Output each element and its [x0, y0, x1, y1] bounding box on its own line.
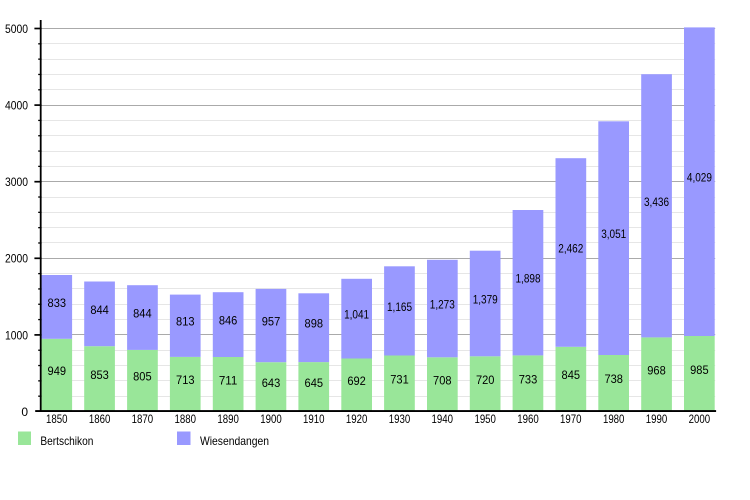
svg-text:833: 833 — [48, 296, 67, 310]
svg-text:1970: 1970 — [560, 412, 582, 426]
svg-text:Wiesendangen: Wiesendangen — [200, 434, 269, 448]
svg-text:898: 898 — [305, 317, 324, 331]
svg-text:1,898: 1,898 — [516, 272, 541, 286]
svg-text:1980: 1980 — [603, 412, 625, 426]
svg-text:3,436: 3,436 — [644, 195, 669, 209]
svg-text:1910: 1910 — [303, 412, 325, 426]
svg-text:844: 844 — [90, 303, 109, 317]
svg-text:845: 845 — [562, 368, 581, 382]
svg-text:5000: 5000 — [5, 22, 28, 36]
svg-text:1,273: 1,273 — [430, 298, 455, 312]
svg-text:1,379: 1,379 — [473, 293, 498, 307]
svg-text:731: 731 — [390, 373, 409, 387]
svg-text:1000: 1000 — [5, 328, 28, 342]
svg-text:846: 846 — [219, 314, 238, 328]
svg-text:844: 844 — [133, 307, 152, 321]
svg-text:645: 645 — [305, 376, 324, 390]
svg-text:1900: 1900 — [260, 412, 282, 426]
svg-text:813: 813 — [176, 315, 195, 329]
svg-text:1,165: 1,165 — [387, 300, 412, 314]
svg-text:805: 805 — [133, 370, 152, 384]
svg-text:1990: 1990 — [646, 412, 668, 426]
svg-text:692: 692 — [347, 374, 366, 388]
svg-text:1950: 1950 — [474, 412, 496, 426]
svg-text:1890: 1890 — [217, 412, 239, 426]
svg-text:643: 643 — [262, 376, 281, 390]
svg-text:4,029: 4,029 — [687, 171, 712, 185]
svg-text:968: 968 — [647, 363, 666, 377]
svg-text:949: 949 — [48, 364, 67, 378]
svg-text:957: 957 — [262, 315, 281, 329]
svg-text:1880: 1880 — [175, 412, 197, 426]
svg-text:1940: 1940 — [432, 412, 454, 426]
svg-text:713: 713 — [176, 373, 195, 387]
svg-text:3000: 3000 — [5, 175, 28, 189]
svg-text:4000: 4000 — [5, 99, 28, 113]
svg-text:1860: 1860 — [89, 412, 111, 426]
svg-text:3,051: 3,051 — [601, 227, 626, 241]
svg-text:720: 720 — [476, 373, 495, 387]
svg-text:2,462: 2,462 — [558, 242, 583, 256]
svg-text:Bertschikon: Bertschikon — [40, 434, 93, 448]
svg-text:2000: 2000 — [5, 252, 28, 266]
svg-text:738: 738 — [604, 372, 623, 386]
svg-text:708: 708 — [433, 373, 452, 387]
svg-text:1960: 1960 — [517, 412, 539, 426]
svg-text:1930: 1930 — [389, 412, 411, 426]
svg-text:0: 0 — [21, 405, 28, 419]
svg-text:2000: 2000 — [689, 412, 711, 426]
svg-text:711: 711 — [219, 373, 238, 387]
svg-text:1920: 1920 — [346, 412, 368, 426]
svg-text:1850: 1850 — [46, 412, 68, 426]
svg-text:1870: 1870 — [132, 412, 154, 426]
svg-text:853: 853 — [90, 368, 109, 382]
svg-text:733: 733 — [519, 372, 538, 386]
svg-text:985: 985 — [690, 363, 709, 377]
svg-text:1,041: 1,041 — [344, 308, 369, 322]
